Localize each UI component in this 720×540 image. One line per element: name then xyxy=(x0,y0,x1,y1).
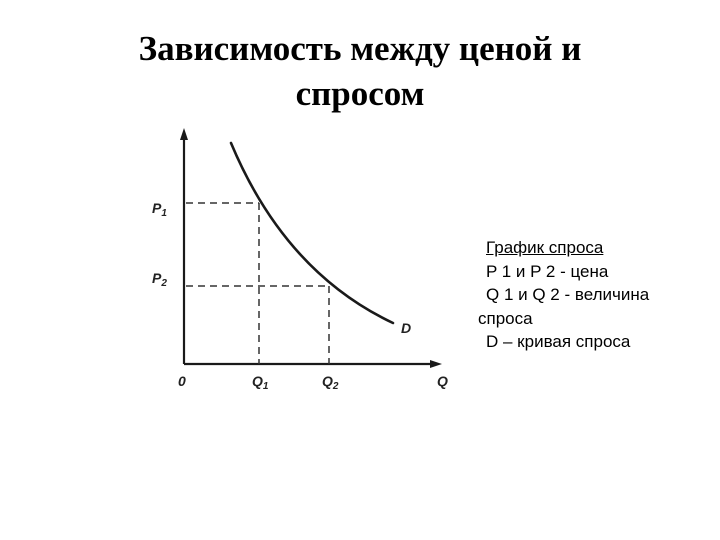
legend-quantity-item: Q 1 и Q 2 - величина xyxy=(486,285,650,304)
p1-label: P1 xyxy=(152,200,167,219)
slide-title-line-1: Зависимость между ценой и xyxy=(138,29,582,68)
slide-title: Зависимость между ценой и спросом xyxy=(0,26,720,116)
legend-quantity-item-continued: спроса xyxy=(478,308,533,328)
q1-label: Q1 xyxy=(252,373,269,392)
quantity-axis-arrow-icon xyxy=(430,360,442,368)
q2-label: Q2 xyxy=(322,373,339,392)
legend-price-item: P 1 и P 2 - цена xyxy=(486,261,609,281)
origin-label: 0 xyxy=(178,373,186,389)
legend-heading: График спроса xyxy=(486,238,604,257)
p2-label: P2 xyxy=(152,270,167,289)
legend: График спроса P 1 и P 2 - цена Q 1 и Q 2… xyxy=(478,236,710,354)
demand-curve xyxy=(229,141,395,325)
slide-title-line-2: спросом xyxy=(295,74,425,113)
demand-curve-label: D xyxy=(401,320,411,336)
price-axis-arrow-icon xyxy=(180,128,188,140)
legend-curve-item: D – кривая спроса xyxy=(486,332,631,351)
quantity-axis-label: Q xyxy=(437,373,448,389)
